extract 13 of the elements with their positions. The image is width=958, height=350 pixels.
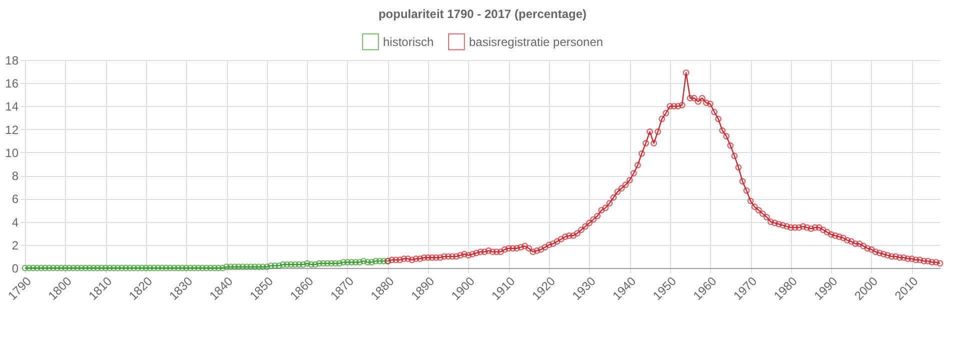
y-tick-label: 18 — [5, 54, 19, 68]
legend-label: basisregistratie personen — [469, 34, 604, 49]
y-tick-label: 4 — [12, 215, 19, 230]
y-tick-label: 6 — [12, 192, 19, 206]
y-tick-label: 8 — [12, 169, 19, 184]
y-tick-label: 10 — [5, 146, 19, 160]
y-tick-label: 16 — [5, 76, 19, 91]
y-tick-label: 2 — [12, 238, 19, 252]
chart-title: populariteit 1790 - 2017 (percentage) — [378, 7, 587, 21]
y-tick-label: 12 — [5, 122, 19, 137]
y-tick-label: 0 — [12, 262, 19, 276]
legend-label: historisch — [383, 34, 434, 49]
y-tick-label: 14 — [5, 100, 19, 114]
